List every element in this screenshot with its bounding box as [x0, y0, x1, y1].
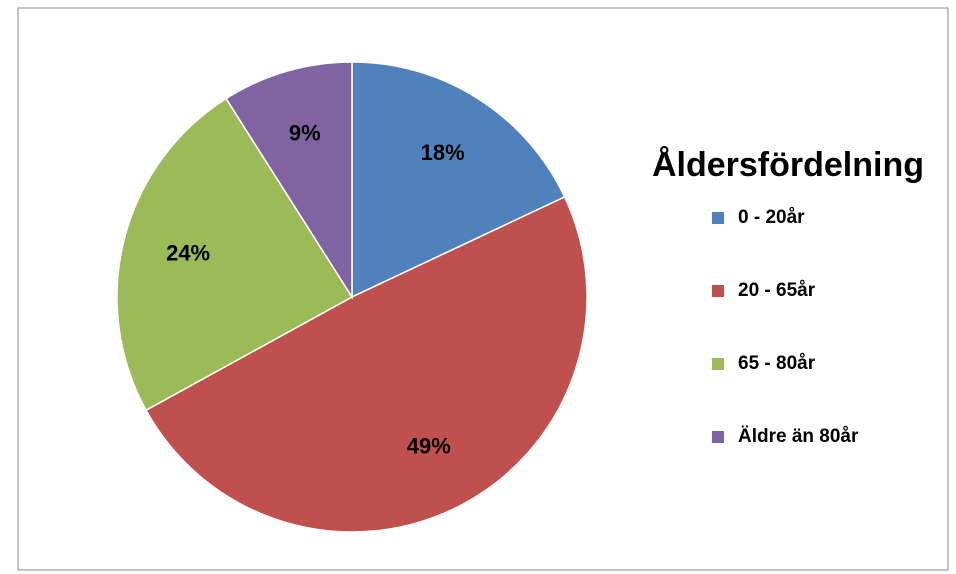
- legend-swatch: [712, 431, 724, 443]
- legend-swatch: [712, 358, 724, 370]
- legend-swatch: [712, 212, 724, 224]
- data-label: 9%: [289, 120, 321, 145]
- pie-slice: [351, 61, 566, 299]
- legend-label: 20 - 65år: [738, 280, 816, 301]
- pie-slice: [145, 195, 588, 533]
- pie-slice: [225, 61, 353, 300]
- chart-title: Åldersfördelning: [652, 146, 924, 184]
- pie-slice: [116, 97, 354, 412]
- legend-label: Äldre än 80år: [738, 426, 859, 447]
- legend-label: 65 - 80år: [738, 353, 816, 374]
- legend-swatch: [712, 285, 724, 297]
- data-label: 24%: [166, 241, 210, 266]
- data-label: 49%: [407, 434, 451, 459]
- data-label: 18%: [421, 140, 465, 165]
- legend-label: 0 - 20år: [738, 207, 805, 228]
